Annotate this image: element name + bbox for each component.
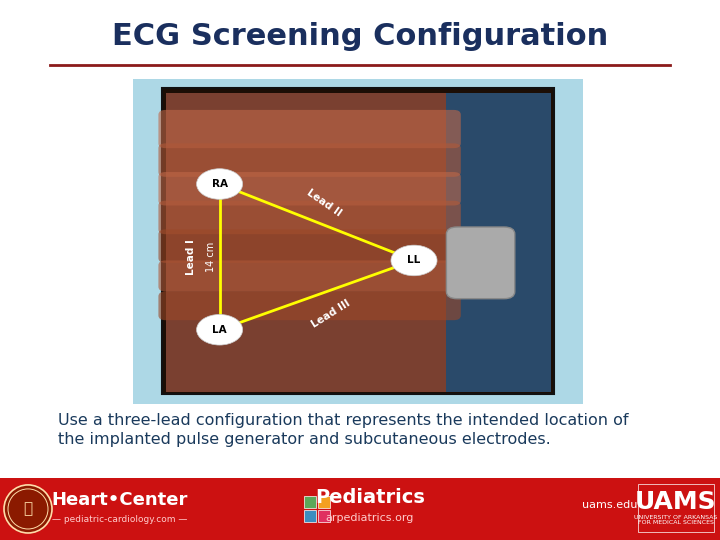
Text: UNIVERSITY OF ARKANSAS
FOR MEDICAL SCIENCES: UNIVERSITY OF ARKANSAS FOR MEDICAL SCIEN… bbox=[634, 515, 718, 525]
FancyBboxPatch shape bbox=[162, 89, 554, 394]
Text: uams.edu: uams.edu bbox=[582, 500, 638, 510]
Text: Use a three-lead configuration that represents the intended location of: Use a three-lead configuration that repr… bbox=[58, 414, 628, 428]
Text: UAMS: UAMS bbox=[635, 490, 717, 514]
Text: — pediatric-cardiology.com —: — pediatric-cardiology.com — bbox=[53, 516, 188, 524]
Text: Heart•Center: Heart•Center bbox=[52, 491, 188, 509]
Circle shape bbox=[197, 314, 243, 345]
Text: RA: RA bbox=[212, 179, 228, 189]
Text: 14 cm: 14 cm bbox=[206, 242, 216, 272]
Text: arpediatrics.org: arpediatrics.org bbox=[326, 513, 414, 523]
Text: ECG Screening Configuration: ECG Screening Configuration bbox=[112, 22, 608, 51]
Text: Lead I: Lead I bbox=[186, 239, 196, 275]
Bar bbox=[304, 510, 316, 522]
Text: Pediatrics: Pediatrics bbox=[315, 489, 425, 508]
Text: 🏆: 🏆 bbox=[24, 502, 32, 516]
FancyBboxPatch shape bbox=[446, 227, 515, 299]
FancyBboxPatch shape bbox=[158, 292, 461, 320]
FancyBboxPatch shape bbox=[158, 230, 461, 263]
Circle shape bbox=[197, 168, 243, 199]
Bar bbox=[318, 496, 330, 508]
Text: Lead II: Lead II bbox=[305, 187, 343, 219]
Bar bbox=[638, 484, 714, 532]
Circle shape bbox=[391, 245, 437, 276]
Bar bbox=[304, 496, 316, 508]
FancyBboxPatch shape bbox=[158, 143, 461, 177]
Text: LL: LL bbox=[408, 255, 420, 266]
Bar bbox=[318, 510, 330, 522]
Text: LA: LA bbox=[212, 325, 227, 335]
Circle shape bbox=[4, 485, 52, 533]
Text: Lead III: Lead III bbox=[310, 299, 352, 330]
FancyBboxPatch shape bbox=[166, 93, 551, 392]
FancyBboxPatch shape bbox=[446, 93, 551, 392]
FancyBboxPatch shape bbox=[133, 79, 583, 404]
FancyBboxPatch shape bbox=[158, 172, 461, 206]
FancyBboxPatch shape bbox=[158, 260, 461, 292]
FancyBboxPatch shape bbox=[158, 201, 461, 234]
Text: the implanted pulse generator and subcutaneous electrodes.: the implanted pulse generator and subcut… bbox=[58, 433, 550, 448]
FancyBboxPatch shape bbox=[158, 110, 461, 148]
